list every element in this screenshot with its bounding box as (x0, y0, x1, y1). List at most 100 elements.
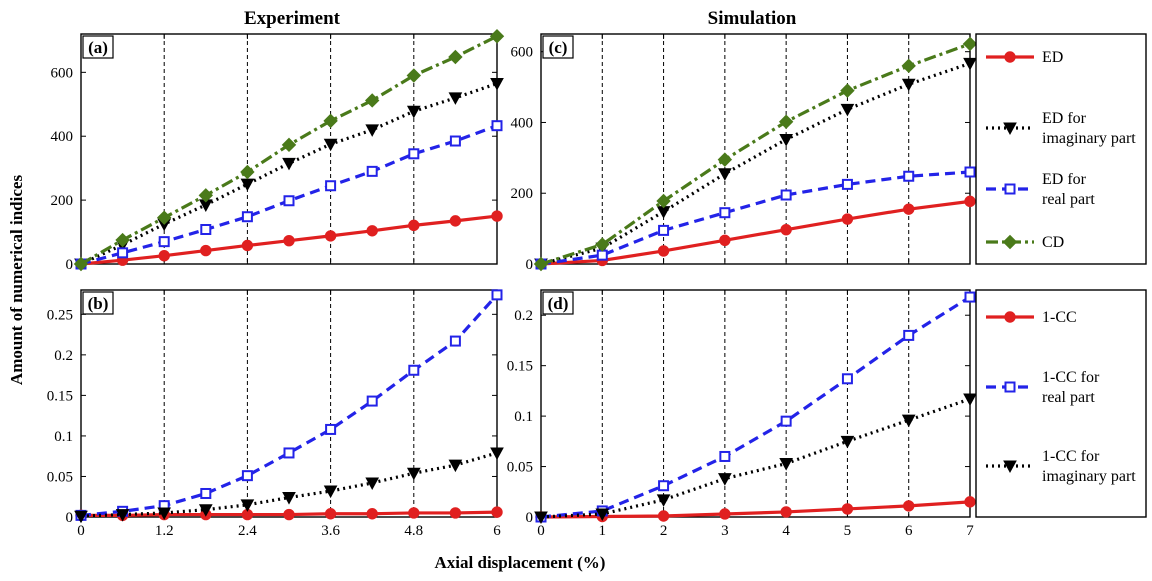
data-point (156, 210, 172, 225)
title-simulation: Simulation (708, 8, 797, 29)
plot-frame (80, 33, 498, 265)
legend-marker (1004, 183, 1016, 195)
y-tick-label: 0.2 (514, 308, 533, 324)
series-line (540, 199, 971, 266)
legend-label: ED (1042, 49, 1063, 66)
data-point (408, 219, 420, 232)
legend-label: 1-CC for (1042, 369, 1100, 386)
data-point (240, 499, 255, 512)
legend-label: imaginary part (1042, 468, 1136, 485)
series-cc_imag (74, 447, 504, 524)
data-point (780, 506, 792, 518)
data-point (448, 459, 463, 473)
data-point (657, 245, 670, 257)
data-point (282, 157, 296, 171)
legend-item-cc_imag: 1-CC for imaginary part (986, 448, 1136, 485)
data-point (534, 511, 548, 525)
x-tick-label: 1.2 (155, 523, 174, 539)
y-tick-label: 0 (526, 257, 534, 273)
data-point (533, 256, 549, 272)
data-point (283, 508, 295, 521)
data-point (408, 364, 420, 376)
series-cc (75, 506, 503, 522)
data-point (656, 494, 671, 507)
panel-b: 0 1.2 2.4 3.6 4.8 6 0 0.05 0.1 0.15 0.2 0.25 (b) (47, 289, 504, 539)
data-point (325, 180, 337, 192)
series-cd (73, 29, 505, 272)
data-point (115, 232, 130, 248)
series-ed (75, 210, 503, 270)
data-point (74, 510, 88, 524)
data-point (241, 470, 253, 482)
y-axis-label: Amount of numerical indices (7, 175, 26, 386)
data-point (406, 467, 421, 481)
data-point (449, 135, 461, 147)
data-point (324, 230, 337, 242)
data-point (656, 193, 671, 209)
series-line (540, 42, 971, 266)
legend-item-ed: ED (986, 49, 1063, 66)
data-point (840, 103, 855, 117)
legend-label: ED for (1042, 171, 1087, 188)
data-point (596, 249, 608, 261)
data-point (200, 487, 212, 499)
data-point (283, 447, 295, 459)
data-point (779, 133, 793, 147)
x-axis-label: Axial displacement (%) (435, 553, 606, 572)
data-point (408, 507, 420, 519)
legend-label: real part (1042, 389, 1095, 406)
series-line (80, 451, 498, 518)
title-experiment: Experiment (244, 8, 341, 29)
data-point (366, 165, 378, 177)
data-point (241, 211, 253, 223)
data-point (323, 113, 338, 129)
data-point (73, 256, 89, 272)
data-point (903, 203, 915, 215)
data-point (365, 477, 380, 490)
panel-tag-box (542, 291, 574, 315)
x-tick-label: 6 (905, 523, 913, 539)
y-tick-label: 0 (526, 510, 534, 526)
x-tick-label: 2.4 (238, 523, 257, 539)
legend-label: CD (1042, 234, 1064, 251)
data-point (719, 508, 731, 520)
y-tick-label: 0.15 (47, 388, 73, 404)
data-point (323, 138, 338, 152)
data-point (490, 78, 504, 91)
data-point (281, 137, 297, 153)
data-point (448, 49, 463, 65)
panel-d: 0 1 2 3 4 5 6 7 0 0.05 0.1 0.15 0.2 (d) (507, 289, 977, 539)
y-tick-label: 0.2 (54, 348, 73, 364)
panel-tag-box (82, 35, 114, 59)
data-point (325, 423, 337, 435)
plot-frame (540, 33, 971, 265)
legend-marker (1004, 381, 1016, 393)
legend-marker (1004, 51, 1016, 63)
data-point (658, 224, 670, 236)
y-tick-label: 0 (66, 257, 74, 273)
data-point (840, 435, 855, 449)
x-tick-label: 0 (537, 523, 545, 539)
series-cc_imag (534, 393, 977, 525)
data-point (283, 234, 295, 247)
x-tick-label: 6 (493, 523, 501, 539)
x-tick-label: 1 (599, 523, 607, 539)
data-point (408, 148, 420, 160)
y-tick-label: 0.15 (507, 359, 533, 375)
legend-label: 1-CC (1042, 309, 1077, 326)
data-point (489, 29, 505, 44)
panel-tag: (d) (548, 294, 569, 313)
y-tick-label: 200 (511, 186, 534, 202)
y-tick-label: 0 (66, 510, 74, 526)
data-point (200, 244, 212, 257)
data-point (778, 114, 794, 129)
legend-marker (1002, 234, 1018, 250)
legend-marker (1003, 122, 1017, 136)
legend-label: real part (1042, 191, 1095, 208)
data-point (901, 414, 916, 428)
x-tick-label: 2 (660, 523, 668, 539)
data-point (283, 195, 295, 207)
data-point (656, 206, 671, 219)
series-line (540, 295, 971, 519)
y-tick-label: 0.25 (47, 307, 73, 323)
